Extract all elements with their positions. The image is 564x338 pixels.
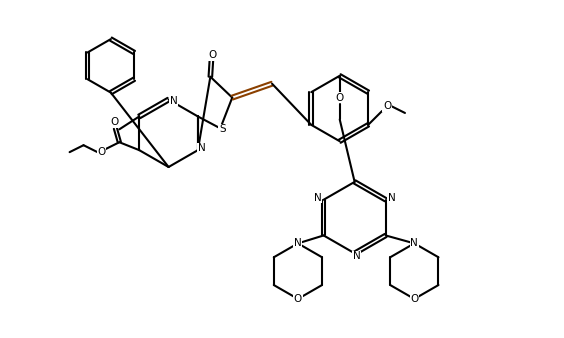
Text: S: S <box>219 124 226 134</box>
Text: O: O <box>98 147 105 157</box>
Text: O: O <box>410 294 418 304</box>
Text: N: N <box>198 143 206 153</box>
Text: N: N <box>411 238 418 248</box>
Text: O: O <box>383 101 391 111</box>
Text: O: O <box>110 117 118 127</box>
Text: N: N <box>294 238 302 248</box>
Text: O: O <box>208 50 217 60</box>
Text: N: N <box>314 193 321 203</box>
Text: O: O <box>294 294 302 304</box>
Text: O: O <box>336 93 344 103</box>
Text: N: N <box>352 251 360 261</box>
Text: N: N <box>170 96 178 105</box>
Text: N: N <box>388 193 395 203</box>
